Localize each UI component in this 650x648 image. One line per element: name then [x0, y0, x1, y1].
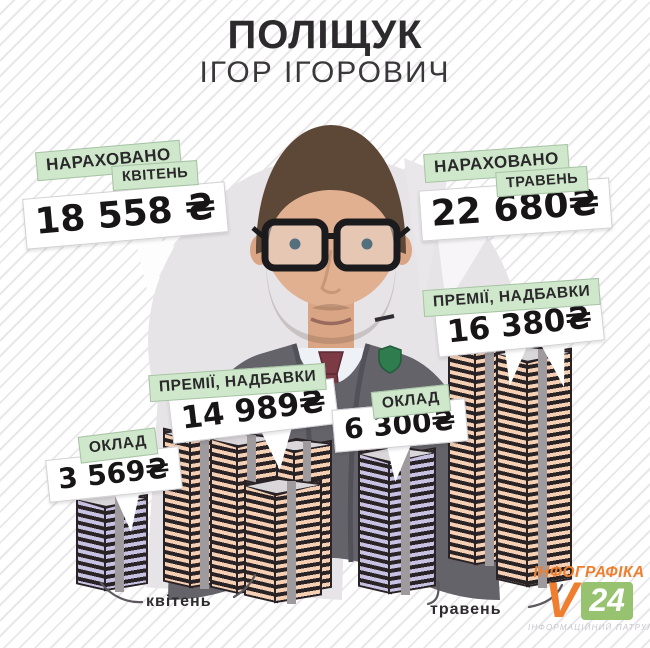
axis-label-may: травень [430, 601, 502, 618]
title-given-name: ІГОР ІГОРОВИЧ [199, 56, 451, 89]
logo-24-badge: 24 [581, 582, 633, 620]
logo-brand-text: ІНФОГРАФІКА [533, 564, 645, 581]
title-surname: ПОЛІЩУК [227, 13, 423, 57]
speech-tail [129, 238, 175, 300]
logo-v-letter: V [545, 572, 579, 628]
hair [256, 125, 406, 254]
logo-tagline: ІНФОРМАЦІЙНИЙ ПАТРУЛЬ [528, 623, 650, 632]
lapel-pin-icon [378, 345, 402, 374]
nose [320, 249, 342, 295]
eye [289, 238, 301, 250]
eye [361, 238, 373, 250]
speech-tail [260, 426, 296, 472]
neck [308, 294, 354, 357]
glasses-icon [251, 218, 411, 272]
axis-label-april: квітень [146, 593, 212, 610]
mouth [310, 317, 352, 326]
speech-tail [113, 490, 145, 534]
buttonhole [374, 314, 395, 322]
page-title: ПОЛІЩУК ІГОР ІГОРОВИЧ [0, 14, 650, 89]
v24-logo: ІНФОГРАФІКА V 24 ІНФОРМАЦІЙНИЙ ПАТРУЛЬ [528, 564, 650, 632]
